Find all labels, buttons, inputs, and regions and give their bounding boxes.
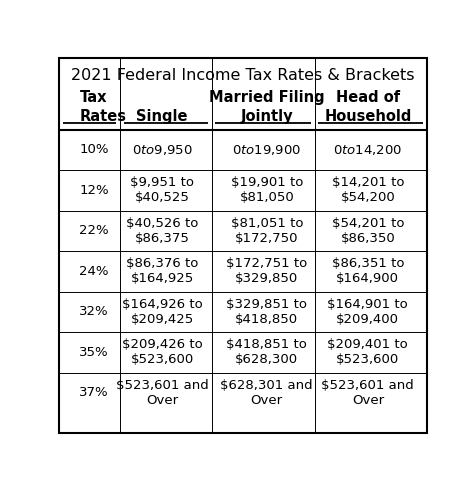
Text: $209,401 to
$523,600: $209,401 to $523,600: [328, 338, 408, 366]
Text: 22%: 22%: [80, 225, 109, 238]
Text: $523,601 and
Over: $523,601 and Over: [321, 379, 414, 407]
Text: $86,351 to
$164,900: $86,351 to $164,900: [332, 258, 404, 285]
Text: $40,526 to
$86,375: $40,526 to $86,375: [126, 217, 198, 245]
Text: 35%: 35%: [80, 346, 109, 359]
Text: $628,301 and
Over: $628,301 and Over: [220, 379, 313, 407]
Text: 10%: 10%: [80, 144, 109, 156]
Text: $329,851 to
$418,850: $329,851 to $418,850: [226, 298, 307, 326]
Text: $418,851 to
$628,300: $418,851 to $628,300: [227, 338, 307, 366]
Text: 2021 Federal Income Tax Rates & Brackets: 2021 Federal Income Tax Rates & Brackets: [71, 68, 415, 83]
Text: 24%: 24%: [80, 265, 109, 278]
Text: $209,426 to
$523,600: $209,426 to $523,600: [122, 338, 202, 366]
Text: Household: Household: [324, 109, 411, 124]
Text: Head of: Head of: [336, 90, 400, 105]
Text: $164,926 to
$209,425: $164,926 to $209,425: [122, 298, 202, 326]
Text: $164,901 to
$209,400: $164,901 to $209,400: [328, 298, 408, 326]
Text: 12%: 12%: [80, 184, 109, 197]
Text: Tax: Tax: [80, 90, 107, 105]
Text: $0 to $9,950: $0 to $9,950: [132, 143, 192, 157]
Text: $9,951 to
$40,525: $9,951 to $40,525: [130, 176, 194, 205]
Text: $54,201 to
$86,350: $54,201 to $86,350: [332, 217, 404, 245]
Text: $81,051 to
$172,750: $81,051 to $172,750: [230, 217, 303, 245]
Text: 37%: 37%: [80, 386, 109, 399]
Text: Married Filing: Married Filing: [209, 90, 325, 105]
Text: $19,901 to
$81,050: $19,901 to $81,050: [231, 176, 303, 205]
Text: Single: Single: [137, 109, 188, 124]
Text: Jointly: Jointly: [240, 109, 293, 124]
Text: $14,201 to
$54,200: $14,201 to $54,200: [332, 176, 404, 205]
Text: $0 to $19,900: $0 to $19,900: [232, 143, 301, 157]
Text: Rates: Rates: [80, 109, 127, 124]
Text: $523,601 and
Over: $523,601 and Over: [116, 379, 209, 407]
Text: $0 to $14,200: $0 to $14,200: [333, 143, 402, 157]
Text: 32%: 32%: [80, 305, 109, 318]
Text: $86,376 to
$164,925: $86,376 to $164,925: [126, 258, 198, 285]
Text: $172,751 to
$329,850: $172,751 to $329,850: [226, 258, 308, 285]
